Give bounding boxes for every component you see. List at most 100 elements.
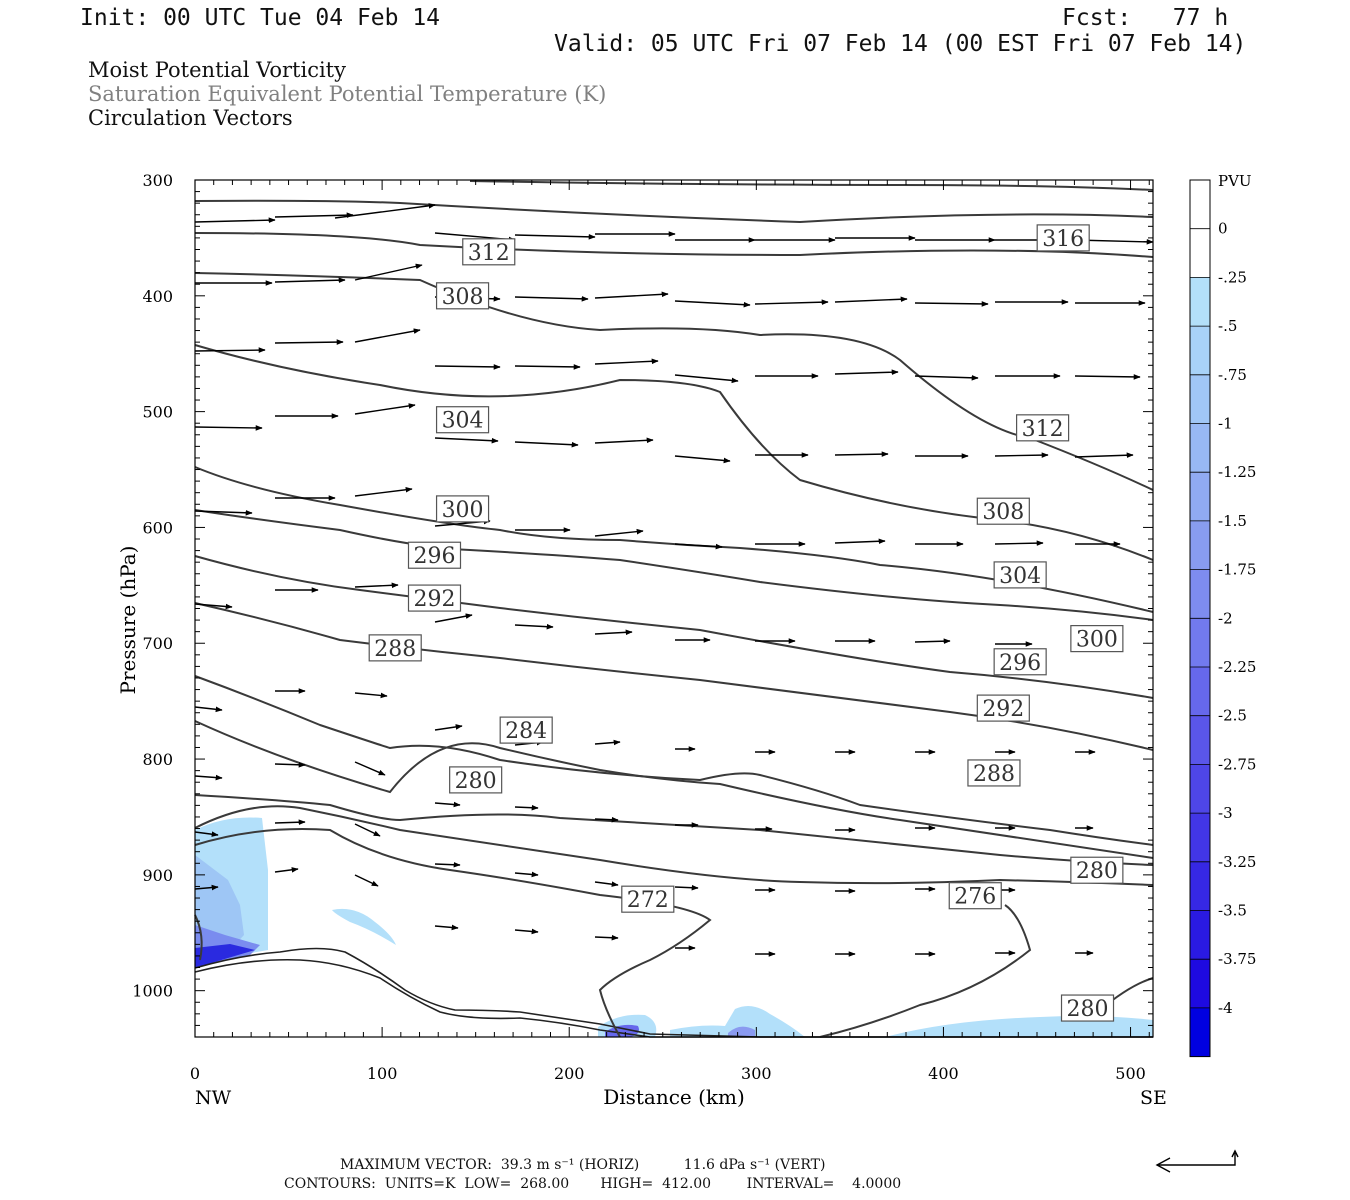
contour-line xyxy=(194,555,1154,699)
colorbar-swatch xyxy=(1190,326,1210,375)
vector-arrow xyxy=(594,881,619,887)
vector-arrow xyxy=(674,455,731,464)
contour-label-box xyxy=(1070,856,1124,884)
vector-arrow xyxy=(434,724,463,731)
contour-label-box xyxy=(948,882,1002,910)
contour-line xyxy=(194,805,1154,886)
y-axis-label: Pressure (hPa) xyxy=(116,546,140,695)
contour-label-box xyxy=(1036,224,1090,252)
vector-arrow xyxy=(1074,374,1141,380)
vector-arrow xyxy=(594,816,619,823)
vector-arrow xyxy=(354,403,416,415)
colorbar-swatch xyxy=(1190,277,1210,327)
contour-label-box xyxy=(976,694,1030,722)
vector-arrow xyxy=(354,761,386,776)
contour-label: 316 xyxy=(1042,227,1084,252)
vector-arrow xyxy=(274,277,346,283)
colorbar-swatch xyxy=(1190,423,1210,473)
colorbar-swatch xyxy=(1190,569,1210,619)
colorbar-label: -2.25 xyxy=(1218,658,1256,676)
pv-region-sfc-2 xyxy=(670,1005,805,1037)
pv-region-nw-max xyxy=(195,944,255,968)
x-end-label-se: SE xyxy=(1140,1087,1167,1109)
vector-arrow xyxy=(274,819,306,826)
vector-arrow xyxy=(914,301,989,307)
x-end-label-nw: NW xyxy=(195,1087,232,1109)
vector-arrow xyxy=(1074,452,1134,459)
colorbar-swatch xyxy=(1190,813,1210,862)
contour-line xyxy=(194,794,1154,866)
vector-arrow xyxy=(354,486,413,497)
vector-arrow xyxy=(194,425,263,431)
vector-arrow xyxy=(274,761,306,768)
vector-arrow xyxy=(594,291,669,299)
colorbar-label: -3.75 xyxy=(1218,950,1256,968)
vector-arrow xyxy=(914,638,951,644)
colorbar-label: -1.25 xyxy=(1218,463,1256,481)
vector-arrow xyxy=(514,804,539,811)
vector-arrow xyxy=(514,234,596,240)
contour-label-box xyxy=(976,497,1030,525)
vector-arrow xyxy=(194,509,253,516)
contour-label: 272 xyxy=(627,888,669,913)
terrain-line-lower xyxy=(194,958,1153,1038)
x-axis-label: Distance (km) xyxy=(603,1085,745,1109)
pv-region-midlow xyxy=(332,908,396,945)
y-tick-label: 700 xyxy=(142,634,173,653)
contour-label-box xyxy=(462,238,516,266)
vector-arrow xyxy=(514,441,579,448)
colorbar-swatch xyxy=(1190,861,1210,911)
colorbar-label: -.25 xyxy=(1218,268,1247,286)
title-theta-es: Saturation Equivalent Potential Temperat… xyxy=(88,82,607,106)
contour-label: 304 xyxy=(442,409,484,434)
vector-arrow xyxy=(354,328,421,343)
y-tick-label: 800 xyxy=(142,750,173,769)
vector-arrow xyxy=(594,739,621,746)
pv-shading xyxy=(195,817,1153,1037)
vector-arrow xyxy=(354,692,388,699)
y-tick-label: 900 xyxy=(142,866,173,885)
contour-labels: 312 316 308 304 312 300 308 296 304 292 300 288 296 2… xyxy=(368,224,1124,1022)
x-tick-label: 200 xyxy=(554,1064,585,1083)
colorbar-label: -3 xyxy=(1218,804,1233,822)
vector-arrow xyxy=(834,538,886,545)
contour-label-box xyxy=(407,541,462,569)
colorbar-label: -.5 xyxy=(1218,317,1237,335)
contour-label-box xyxy=(449,766,503,794)
vector-arrow xyxy=(594,358,659,365)
colorbar-swatch xyxy=(1190,715,1210,765)
colorbar-label: -.75 xyxy=(1218,366,1247,384)
colorbar-label: -2 xyxy=(1218,609,1233,627)
vector-arrow xyxy=(834,296,908,303)
y-tick-label: 300 xyxy=(142,171,173,190)
contour-line xyxy=(819,904,1032,1038)
colorbar-label: -3.25 xyxy=(1218,853,1256,871)
vector-arrow xyxy=(674,374,739,384)
vector-arrow xyxy=(354,263,423,281)
contour-line xyxy=(194,466,1154,613)
colorbar-label: -2.75 xyxy=(1218,755,1256,773)
vector-arrow xyxy=(994,540,1044,546)
colorbar-swatch xyxy=(1190,472,1210,521)
contour-label-box xyxy=(1070,625,1124,653)
contour-label: 296 xyxy=(414,544,456,569)
vector-arrow xyxy=(674,884,699,891)
contour-label: 308 xyxy=(442,285,484,310)
colorbar-label: -4 xyxy=(1218,999,1233,1017)
colorbar-swatch xyxy=(1190,520,1210,570)
vector-arrow xyxy=(834,369,899,375)
contour-line xyxy=(194,509,1154,621)
vector-arrow xyxy=(514,928,539,935)
vector-arrow xyxy=(434,801,461,808)
vector-arrow xyxy=(354,874,379,887)
colorbar-swatch xyxy=(1190,764,1210,814)
max-vector-note: MAXIMUM VECTOR: 39.3 m s⁻¹ (HORIZ) 11.6 … xyxy=(340,1157,826,1173)
contour-label-box xyxy=(368,634,422,662)
vector-arrow xyxy=(194,706,223,713)
vector-arrow xyxy=(514,296,589,302)
vector-arrow xyxy=(514,364,581,370)
forecast-hour: Fcst: 77 h xyxy=(1062,5,1229,31)
contour-label-box xyxy=(621,885,675,913)
contour-label: 312 xyxy=(1022,417,1064,442)
